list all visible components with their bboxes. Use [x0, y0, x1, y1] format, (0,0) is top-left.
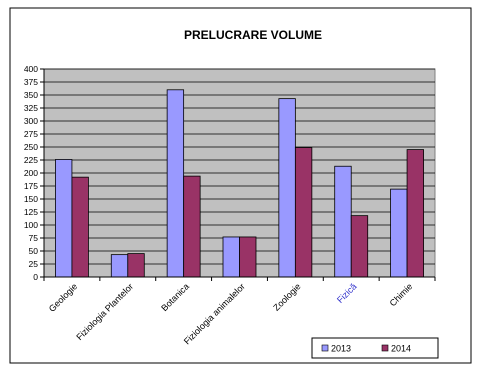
y-tick-label: 100 — [24, 220, 38, 230]
bar-2014-2 — [183, 175, 201, 278]
y-tick-label: 25 — [29, 259, 39, 269]
legend-label-2013: 2013 — [331, 344, 351, 354]
y-tick-label: 350 — [24, 90, 38, 100]
bar-2014-1 — [127, 253, 145, 278]
bar-2014-4 — [294, 147, 313, 278]
bars — [55, 89, 424, 278]
y-tick-label: 50 — [29, 246, 39, 256]
chart-title: PRELUCRARE VOLUME — [184, 28, 322, 42]
bar-2013-4 — [278, 98, 296, 278]
y-tick-label: 225 — [24, 155, 38, 165]
y-tick-label: 150 — [24, 194, 38, 204]
bar-2013-3 — [222, 236, 240, 278]
bar-2013-5 — [334, 165, 352, 278]
legend-label-2014: 2014 — [391, 344, 411, 354]
legend-box — [311, 337, 439, 359]
y-tick-label: 0 — [33, 272, 38, 282]
bar-2014-3 — [239, 236, 257, 278]
y-tick-label: 200 — [24, 168, 38, 178]
legend: 2013 2014 — [311, 337, 439, 359]
bar-2013-1 — [110, 254, 129, 278]
bar-2014-6 — [406, 149, 424, 278]
legend-swatch-2013 — [321, 344, 329, 352]
axes — [40, 68, 436, 281]
y-tick-label: 375 — [24, 77, 38, 87]
y-tick-label: 275 — [24, 129, 38, 139]
y-tick-label: 300 — [24, 116, 38, 126]
y-tick-label: 75 — [29, 233, 39, 243]
y-tick-label: 325 — [24, 103, 38, 113]
bar-2013-6 — [390, 188, 408, 278]
legend-swatch-2014 — [381, 344, 389, 352]
bar-2014-0 — [71, 176, 89, 278]
y-tick-label: 125 — [24, 207, 38, 217]
y-axis-tick-labels: 0 25 50 75 100 125 150 175 200 225 250 275 300 325 350… — [24, 64, 38, 282]
y-tick-label: 250 — [24, 142, 38, 152]
bar-2013-2 — [166, 89, 185, 278]
bar-2013-0 — [55, 159, 73, 278]
y-tick-label: 400 — [24, 64, 38, 74]
y-tick-label: 175 — [24, 181, 38, 191]
bar-2014-5 — [350, 215, 369, 278]
